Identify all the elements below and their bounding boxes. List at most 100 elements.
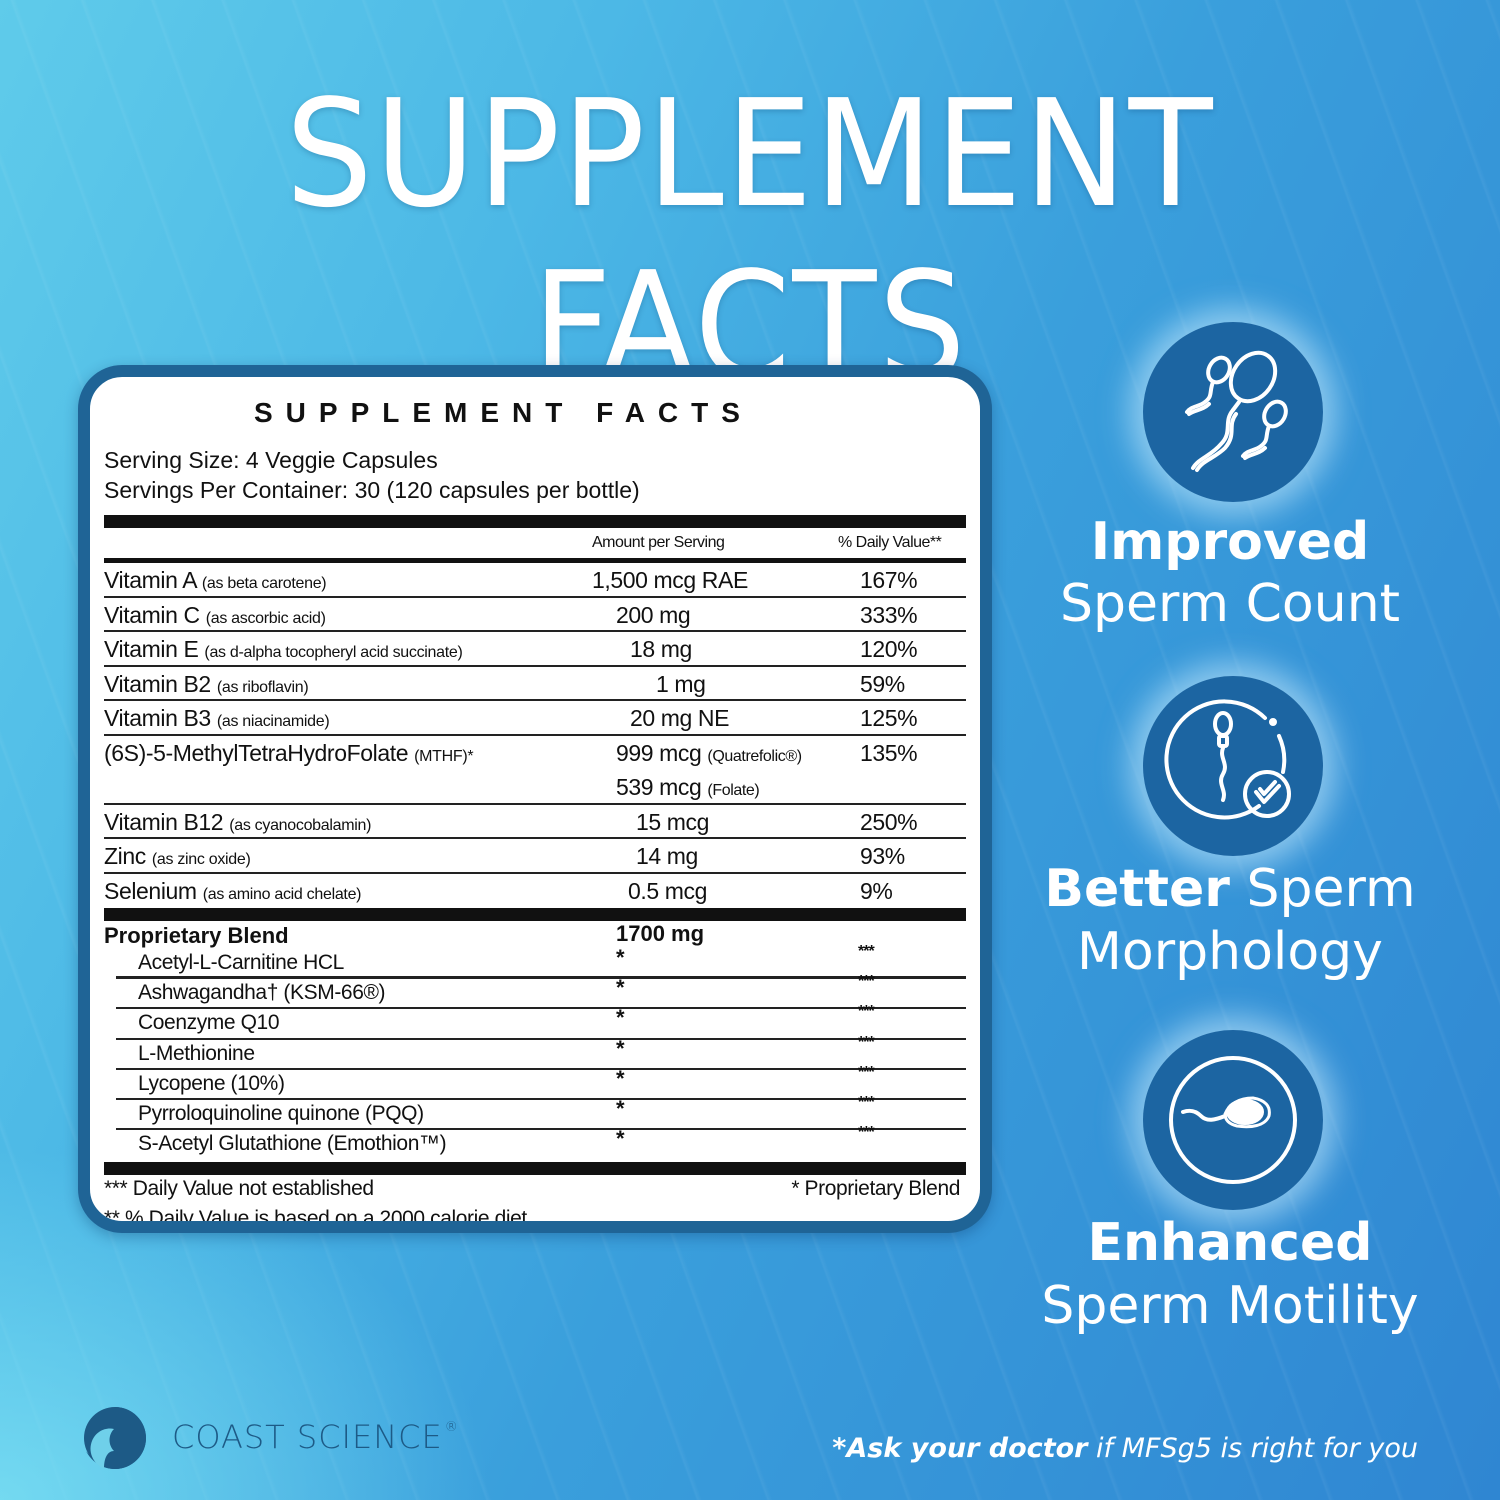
serving-size: Serving Size: 4 Veggie Capsules bbox=[104, 447, 438, 473]
table-row: Selenium (as amino acid chelate) 0.5 mcg… bbox=[104, 874, 966, 909]
benefit-sperm-count: Improved Sperm Count bbox=[1030, 322, 1430, 642]
blend-ingredient: Pyrroloquinoline quinone (PQQ) bbox=[138, 1101, 424, 1125]
nutrient-amount: 0.5 mcg bbox=[628, 877, 708, 904]
footnote-dv-not-established: *** Daily Value not established bbox=[104, 1177, 374, 1201]
nutrient-dv: 120% bbox=[860, 636, 918, 662]
nutrient-dv: 250% bbox=[860, 808, 918, 835]
nutrient-dv: 9% bbox=[860, 877, 893, 904]
blend-amount-marker: * bbox=[616, 1095, 625, 1121]
blend-amount-marker: * bbox=[616, 1065, 625, 1091]
blend-row: Acetyl-L-Carnitine HCL * *** bbox=[116, 943, 966, 980]
table-row: Vitamin B2 (as riboflavin) 1 mg 59% bbox=[104, 667, 966, 701]
blend-dv-marker: *** bbox=[858, 1124, 875, 1142]
blend-dv-marker: *** bbox=[858, 1003, 875, 1021]
badge bbox=[1143, 676, 1323, 856]
nutrient-dv: 333% bbox=[860, 601, 918, 628]
blend-name: Proprietary Blend bbox=[104, 923, 289, 948]
nutrient-name: Vitamin B12 bbox=[104, 808, 224, 835]
sperm-group-icon bbox=[1185, 350, 1288, 472]
table-row: (6S)-5-MethylTetraHydroFolate (MTHF)* 99… bbox=[104, 736, 966, 805]
coast-science-logo-icon bbox=[84, 1407, 146, 1469]
sperm-motion-icon bbox=[1169, 1056, 1297, 1184]
nutrient-amount: 1 mg bbox=[656, 670, 706, 697]
benefit-subheading: Sperm Motility bbox=[1041, 1276, 1419, 1336]
benefit-heading: Enhanced bbox=[1087, 1213, 1373, 1273]
blend-dv-marker: *** bbox=[858, 1033, 875, 1051]
nutrient-amount: 1,500 mcg RAE bbox=[592, 567, 748, 593]
blend-row: Ashwagandha† (KSM-66®) * *** bbox=[116, 973, 966, 1010]
nutrient-source: (as beta carotene) bbox=[201, 575, 327, 592]
blend-amount-marker: * bbox=[616, 1005, 625, 1031]
blend-dv-marker: *** bbox=[858, 1063, 875, 1081]
table-row: Vitamin B12 (as cyanocobalamin) 15 mcg 2… bbox=[104, 805, 966, 839]
nutrient-dv: 93% bbox=[860, 843, 905, 869]
blend-ingredient: Ashwagandha† (KSM-66®) bbox=[138, 981, 386, 1005]
blend-ingredient: S-Acetyl Glutathione (Emothion™) bbox=[138, 1132, 447, 1156]
proprietary-blend-header: Proprietary Blend 1700 mg bbox=[104, 921, 966, 949]
divider bbox=[104, 558, 966, 563]
badge bbox=[1143, 1030, 1323, 1210]
nutrient-amount: 999 mcg bbox=[616, 739, 702, 766]
badge bbox=[1143, 322, 1323, 502]
serving-info: Serving Size: 4 Veggie Capsules Servings… bbox=[104, 445, 966, 505]
blend-row: S-Acetyl Glutathione (Emothion™) * *** bbox=[116, 1124, 966, 1160]
table-row: Vitamin B3 (as niacinamide) 20 mg NE 125… bbox=[104, 701, 966, 736]
nutrient-source: (as zinc oxide) bbox=[151, 851, 251, 868]
divider bbox=[104, 908, 966, 921]
benefit-subheading: Sperm Count bbox=[1059, 574, 1401, 634]
footnote-row: ** % Daily Value is based on a 2000 calo… bbox=[104, 1205, 966, 1231]
nutrient-source: (as riboflavin) bbox=[216, 678, 309, 696]
blend-dv-marker: *** bbox=[858, 973, 875, 991]
nutrient-amount-secondary-note: (Folate) bbox=[707, 781, 760, 799]
blend-amount-marker: * bbox=[616, 1035, 625, 1061]
disclaimer: *Ask your doctor if MFSg5 is right for y… bbox=[832, 1433, 1418, 1464]
blend-ingredient: Acetyl-L-Carnitine HCL bbox=[138, 951, 344, 974]
column-header-daily-value: % Daily Value** bbox=[838, 534, 942, 551]
nutrient-source: (as ascorbic acid) bbox=[205, 609, 326, 627]
nutrient-name: Vitamin C bbox=[104, 601, 200, 628]
nutrient-source: (as cyanocobalamin) bbox=[229, 816, 372, 834]
blend-row: Coenzyme Q10 * *** bbox=[116, 1003, 966, 1040]
footnote-row: *** Daily Value not established * Propri… bbox=[104, 1175, 966, 1205]
nutrient-dv: 167% bbox=[860, 567, 918, 593]
footnote-calorie-diet: ** % Daily Value is based on a 2000 calo… bbox=[104, 1207, 533, 1231]
facts-title: SUPPLEMENT FACTS bbox=[254, 397, 753, 428]
nutrient-name: (6S)-5-MethylTetraHydroFolate bbox=[104, 739, 409, 766]
blend-row: Lycopene (10%) * *** bbox=[116, 1064, 966, 1100]
nutrient-name: Vitamin E bbox=[104, 636, 199, 662]
blend-ingredient: Lycopene (10%) bbox=[138, 1071, 285, 1095]
blend-row: Pyrroloquinoline quinone (PQQ) * *** bbox=[116, 1094, 966, 1131]
table-row: Vitamin E (as d-alpha tocopheryl acid su… bbox=[104, 632, 966, 667]
page-title: SUPPLEMENT FACTS bbox=[285, 68, 1215, 412]
blend-amount: 1700 mg bbox=[616, 921, 705, 946]
nutrient-dv: 59% bbox=[860, 670, 905, 697]
nutrient-name: Vitamin B2 bbox=[104, 670, 211, 697]
footnote-proprietary-blend: * Proprietary Blend bbox=[791, 1177, 960, 1201]
nutrient-dv: 135% bbox=[860, 739, 918, 766]
blend-amount-marker: * bbox=[616, 1126, 625, 1152]
registered-mark: ® bbox=[444, 1420, 459, 1435]
blend-amount-marker: * bbox=[616, 975, 625, 1001]
divider bbox=[104, 1162, 966, 1176]
table-row: Vitamin A (as beta carotene) 1,500 mcg R… bbox=[104, 563, 966, 598]
nutrient-name: Selenium bbox=[104, 877, 197, 904]
column-headers: Amount per Serving % Daily Value** bbox=[104, 528, 966, 558]
benefit-sperm-morphology: Better Sperm Morphology bbox=[1030, 676, 1430, 996]
nutrient-amount: 20 mg NE bbox=[630, 705, 730, 731]
servings-per-container: Servings Per Container: 30 (120 capsules… bbox=[104, 477, 640, 503]
nutrient-name: Zinc bbox=[104, 843, 146, 869]
blend-dv-marker: *** bbox=[858, 1093, 875, 1111]
blend-ingredient: Coenzyme Q10 bbox=[138, 1011, 280, 1035]
supplement-facts-panel: SUPPLEMENT FACTS Serving Size: 4 Veggie … bbox=[78, 365, 992, 1233]
nutrient-amount: 200 mg bbox=[616, 601, 691, 628]
blend-dv-marker: *** bbox=[858, 943, 875, 960]
benefit-heading: Better Sperm bbox=[1044, 859, 1416, 919]
nutrient-source: (as niacinamide) bbox=[216, 713, 330, 730]
nutrient-source: (as d-alpha tocopheryl acid succinate) bbox=[204, 644, 463, 661]
benefit-sperm-motility: Enhanced Sperm Motility bbox=[1030, 1030, 1430, 1350]
sperm-check-icon bbox=[1164, 699, 1291, 820]
nutrient-amount: 18 mg bbox=[630, 636, 692, 662]
divider bbox=[104, 515, 966, 528]
nutrient-amount-secondary: 539 mcg bbox=[616, 773, 702, 800]
nutrient-name: Vitamin A bbox=[104, 567, 196, 593]
